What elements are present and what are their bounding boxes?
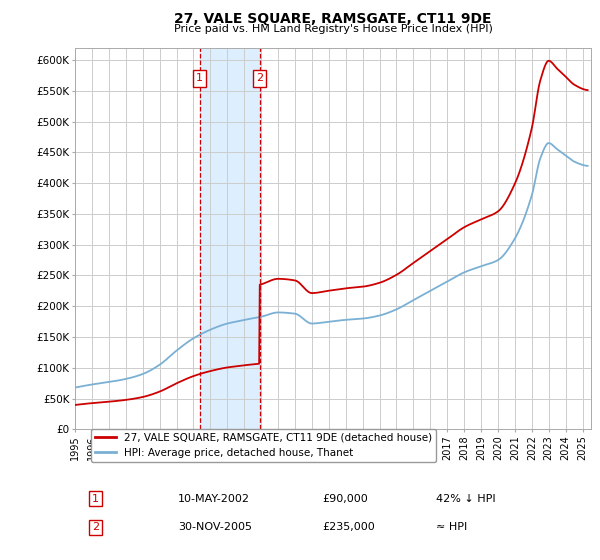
Text: 10-MAY-2002: 10-MAY-2002 bbox=[178, 494, 250, 503]
Text: 30-NOV-2005: 30-NOV-2005 bbox=[178, 522, 252, 533]
Text: 42% ↓ HPI: 42% ↓ HPI bbox=[436, 494, 496, 503]
Legend: 27, VALE SQUARE, RAMSGATE, CT11 9DE (detached house), HPI: Average price, detach: 27, VALE SQUARE, RAMSGATE, CT11 9DE (det… bbox=[91, 429, 436, 462]
Text: Price paid vs. HM Land Registry's House Price Index (HPI): Price paid vs. HM Land Registry's House … bbox=[173, 24, 493, 34]
Text: 1: 1 bbox=[92, 494, 99, 503]
Text: 27, VALE SQUARE, RAMSGATE, CT11 9DE: 27, VALE SQUARE, RAMSGATE, CT11 9DE bbox=[174, 12, 492, 26]
Text: 2: 2 bbox=[256, 73, 263, 83]
Text: ≈ HPI: ≈ HPI bbox=[436, 522, 467, 533]
Text: £235,000: £235,000 bbox=[323, 522, 376, 533]
Text: £90,000: £90,000 bbox=[323, 494, 368, 503]
Text: 1: 1 bbox=[196, 73, 203, 83]
Text: 2: 2 bbox=[92, 522, 99, 533]
Bar bbox=[200, 48, 260, 430]
